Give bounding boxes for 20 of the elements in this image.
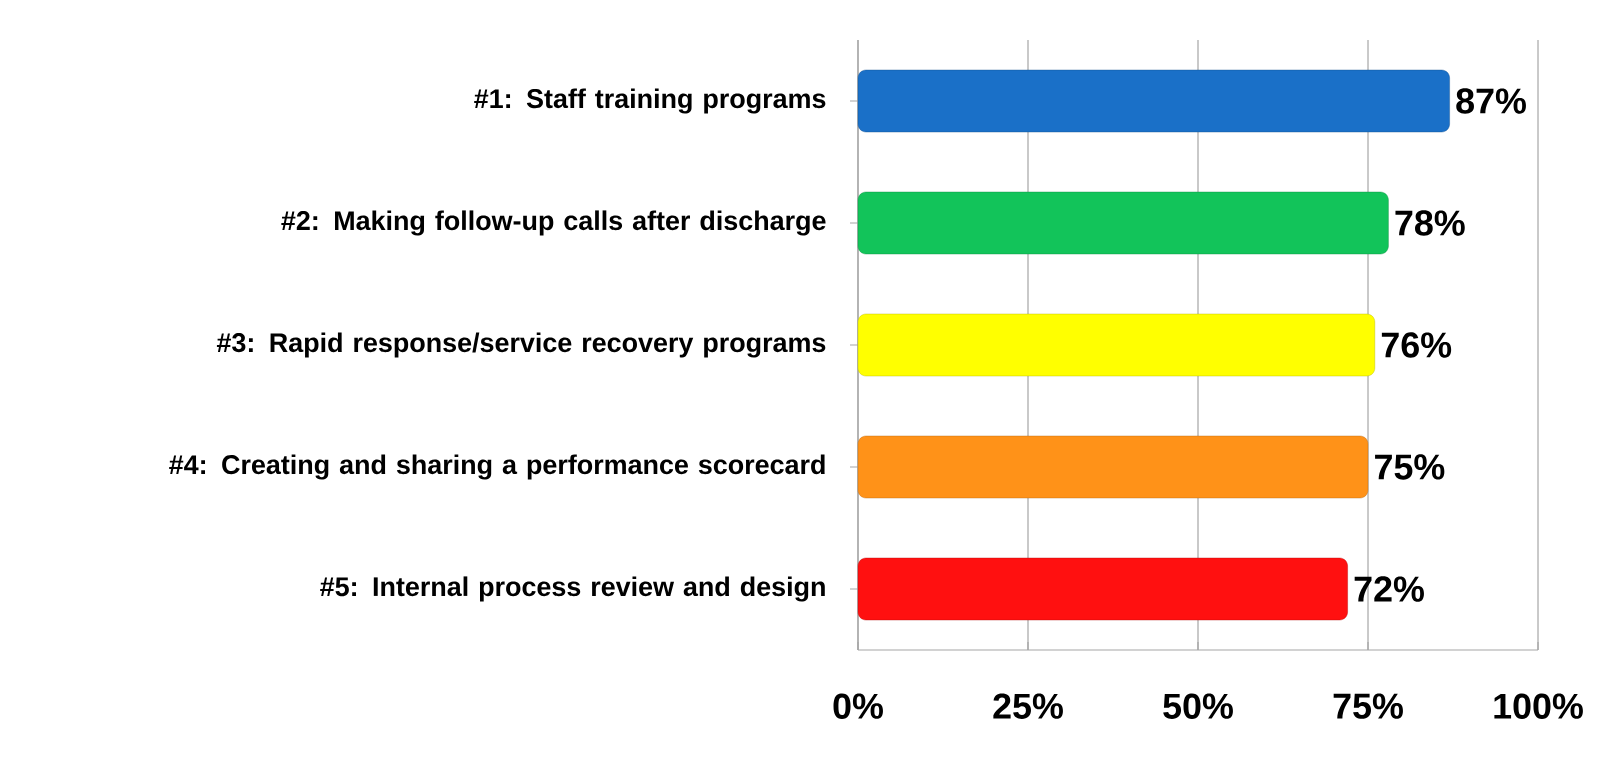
- x-tick-label: 50%: [1163, 693, 1233, 719]
- bar: [857, 69, 1450, 133]
- x-tick-label: 100%: [1494, 693, 1583, 719]
- data-label: 72%: [1354, 576, 1424, 602]
- data-label: 76%: [1381, 332, 1452, 358]
- data-label: 75%: [1375, 454, 1445, 480]
- bar: [857, 557, 1348, 621]
- bar: [857, 435, 1369, 499]
- y-tick-label: #2: Making follow-up calls after discharge: [281, 210, 826, 236]
- y-tick-label: #1: Staff training programs: [474, 88, 826, 114]
- y-tick-label: #4: Creating and sharing a performance scorecard: [169, 454, 825, 480]
- bar: [857, 191, 1389, 255]
- bar: [857, 313, 1376, 377]
- x-tick-label: 25%: [993, 693, 1063, 719]
- x-tick-label: 75%: [1333, 693, 1403, 719]
- y-tick-label: #5: Internal process review and design: [320, 576, 825, 602]
- y-tick-label: #3: Rapid response/service recovery programs: [216, 332, 826, 358]
- x-tick-label: 0%: [833, 693, 883, 719]
- data-label: 78%: [1395, 210, 1465, 236]
- data-label: 87%: [1456, 88, 1526, 114]
